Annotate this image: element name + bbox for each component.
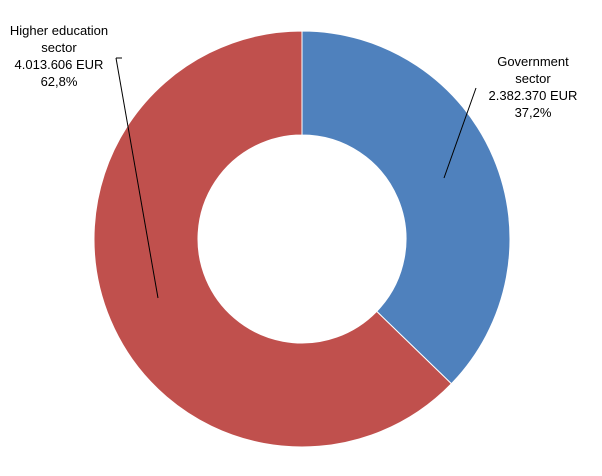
data-label-higher-name-line2: sector	[41, 40, 77, 55]
data-label-government-value: 2.382.370 EUR	[488, 88, 578, 103]
data-label-higher-value: 4.013.606 EUR	[14, 57, 104, 72]
slice-government-sector	[301, 30, 511, 385]
donut-slices	[93, 30, 511, 448]
data-label-higher-education-sector: Higher education sector 4.013.606 EUR 62…	[0, 22, 118, 90]
data-label-government-name-line2: sector	[515, 71, 551, 86]
leader-line-government	[443, 87, 477, 179]
data-label-government-percent: 37,2%	[514, 105, 552, 120]
data-label-higher-name-line1: Higher education	[9, 23, 109, 38]
leader-lines	[115, 57, 477, 299]
leader-line-higher-education	[115, 57, 159, 299]
slice-higher-education-sector	[93, 30, 453, 448]
data-label-government-sector: Government sector 2.382.370 EUR 37,2%	[478, 53, 588, 121]
data-label-government-name-line1: Government	[497, 54, 569, 69]
data-label-higher-percent: 62,8%	[40, 74, 78, 89]
